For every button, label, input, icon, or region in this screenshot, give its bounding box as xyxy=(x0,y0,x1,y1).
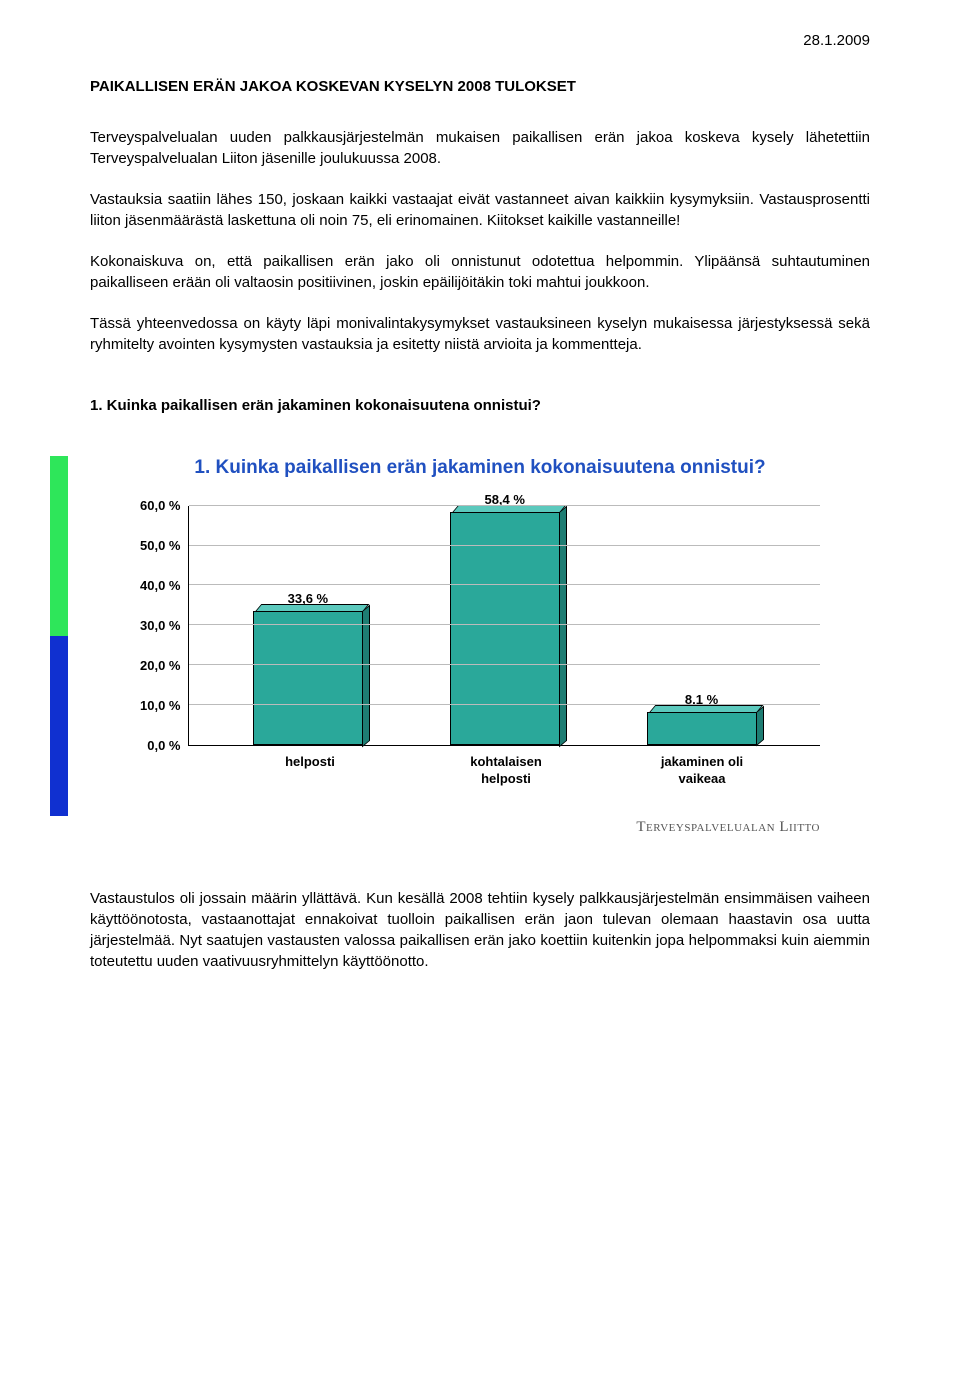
bar-slot: 33,6 % xyxy=(248,506,368,745)
side-marker-blue xyxy=(50,636,68,816)
document-date: 28.1.2009 xyxy=(90,30,870,51)
grid-line xyxy=(189,584,820,585)
bar-3d-side xyxy=(559,506,567,747)
chart-area: 60,0 %50,0 %40,0 %30,0 %20,0 %10,0 %0,0 … xyxy=(140,506,820,746)
paragraph-2: Vastauksia saatiin lähes 150, joskaan ka… xyxy=(90,189,870,231)
x-axis-label: helposti xyxy=(250,754,370,788)
bottom-paragraph: Vastaustulos oli jossain määrin yllättäv… xyxy=(90,888,870,972)
side-color-markers xyxy=(50,456,70,838)
grid-line xyxy=(189,505,820,506)
paragraph-3: Kokonaiskuva on, että paikallisen erän j… xyxy=(90,251,870,293)
grid-line xyxy=(189,664,820,665)
main-title: PAIKALLISEN ERÄN JAKOA KOSKEVAN KYSELYN … xyxy=(90,76,870,97)
chart-plot: 33,6 % 58,4 % 8,1 % xyxy=(188,506,820,746)
bar-slot: 58,4 % xyxy=(445,506,565,745)
bar: 8,1 % xyxy=(647,712,757,744)
paragraph-4: Tässä yhteenvedossa on käyty läpi moniva… xyxy=(90,313,870,355)
chart-title: 1. Kuinka paikallisen erän jakaminen kok… xyxy=(140,456,820,481)
side-marker-green xyxy=(50,456,68,636)
x-axis-label: kohtalaisen helposti xyxy=(446,754,566,788)
y-axis: 60,0 %50,0 %40,0 %30,0 %20,0 %10,0 %0,0 … xyxy=(140,506,188,746)
x-axis-label: jakaminen oli vaikeaa xyxy=(642,754,762,788)
grid-line xyxy=(189,624,820,625)
bar-value-label: 58,4 % xyxy=(451,491,559,509)
bar-3d-side xyxy=(756,706,764,747)
bar: 58,4 % xyxy=(450,512,560,745)
paragraph-1: Terveyspalvelualan uuden palkkausjärjest… xyxy=(90,127,870,169)
grid-line xyxy=(189,704,820,705)
section-1-heading: 1. Kuinka paikallisen erän jakaminen kok… xyxy=(90,395,870,416)
chart-container: 1. Kuinka paikallisen erän jakaminen kok… xyxy=(140,456,820,838)
chart-bars: 33,6 % 58,4 % 8,1 % xyxy=(189,506,820,745)
footer-logo: Terveyspalvelualan Liitto xyxy=(140,817,820,838)
bar-value-label: 8,1 % xyxy=(648,691,756,709)
footer-logo-text: Terveyspalvelualan Liitto xyxy=(636,819,820,835)
x-axis-labels: helposti kohtalaisen helposti jakaminen ol… xyxy=(140,746,820,788)
grid-line xyxy=(189,545,820,546)
bar: 33,6 % xyxy=(253,611,363,745)
bar-value-label: 33,6 % xyxy=(254,590,362,608)
bar-slot: 8,1 % xyxy=(642,506,762,745)
bar-3d-side xyxy=(362,605,370,748)
